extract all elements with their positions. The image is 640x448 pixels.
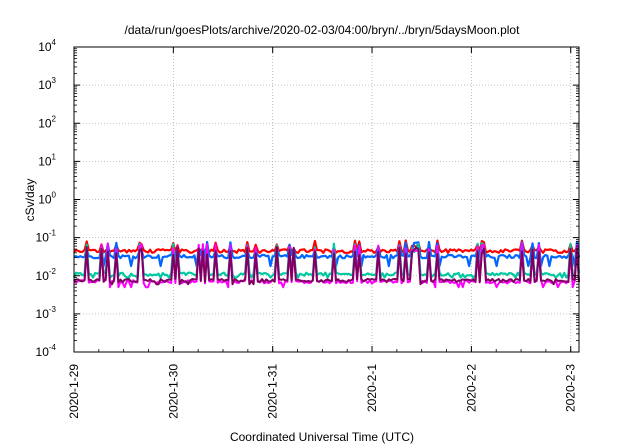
series-group — [72, 239, 581, 289]
series-line — [73, 246, 580, 286]
x-tick-label: 2020-1-30 — [166, 364, 180, 419]
series-line — [73, 242, 580, 289]
chart-title: /data/run/goesPlots/archive/2020-02-03/0… — [125, 23, 521, 37]
x-tick-label: 2020-1-31 — [266, 364, 280, 419]
x-tick-label: 2020-2-2 — [464, 364, 478, 412]
y-tick-label: 101 — [38, 152, 56, 168]
x-axis-label: Coordinated Universal Time (UTC) — [230, 430, 414, 444]
y-tick-label: 103 — [38, 76, 56, 92]
y-tick-label: 10-2 — [36, 267, 57, 283]
y-tick-label: 104 — [38, 38, 56, 54]
series-line — [72, 242, 581, 279]
series-line — [73, 239, 580, 254]
y-tick-label: 10-4 — [36, 343, 57, 359]
x-tick-label: 2020-2-1 — [365, 364, 379, 412]
y-tick-label: 10-1 — [36, 229, 57, 245]
y-axis-label: cSv/day — [23, 179, 37, 222]
y-tick-label: 10-3 — [36, 305, 57, 321]
y-ticks: 10-4 10-3 10-2 10-1 100 101 102 103 104 — [36, 38, 579, 359]
x-tick-label: 2020-2-3 — [564, 364, 578, 412]
grid — [73, 47, 579, 352]
y-tick-label: 102 — [38, 114, 56, 130]
x-ticks: 2020-1-29 2020-1-30 2020-1-31 2020-2-1 2020-… — [67, 47, 578, 419]
x-tick-label: 2020-1-29 — [67, 364, 81, 419]
y-tick-label: 100 — [38, 191, 56, 207]
series-line — [73, 240, 581, 268]
